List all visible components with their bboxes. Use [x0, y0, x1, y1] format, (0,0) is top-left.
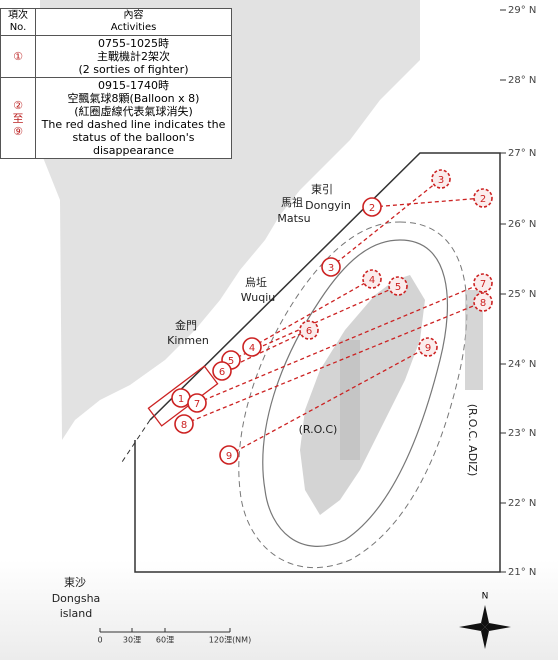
end-marker	[362, 269, 382, 289]
marker-number: 6	[306, 326, 312, 337]
taiwan	[300, 275, 425, 515]
balloon-track	[330, 178, 442, 268]
place-en: Dongsha	[52, 592, 101, 605]
adiz-dashed	[121, 419, 151, 463]
end-marker	[473, 292, 493, 312]
scale-bar	[99, 628, 231, 633]
lat-label: 28° N	[508, 75, 536, 86]
lat-label: 23° N	[508, 428, 536, 439]
marker-number: 6	[219, 367, 225, 378]
scale-label: 30浬	[123, 636, 141, 645]
content-cell: 0755-1025時 主戰機計2架次 (2 sorties of fighter)	[35, 35, 232, 78]
end-marker	[299, 320, 319, 340]
item-text: ②	[13, 98, 23, 112]
balloon-track	[183, 301, 484, 425]
place-en: island	[60, 607, 93, 620]
header-text: No.	[9, 22, 27, 33]
header-text: Activities	[110, 22, 157, 33]
inner-boundary	[262, 239, 448, 547]
lat-label: 29° N	[508, 5, 536, 16]
place-en: Kinmen	[167, 334, 209, 347]
start-marker	[212, 361, 232, 381]
blur	[340, 290, 483, 460]
compass-n: N	[482, 592, 489, 602]
marker-number: 7	[480, 279, 486, 290]
marker-number: 3	[328, 263, 334, 274]
end-marker	[473, 188, 493, 208]
adiz-frame	[134, 152, 501, 573]
start-marker	[219, 445, 239, 465]
balloon-track	[371, 197, 484, 208]
end-marker	[473, 273, 493, 293]
place-zh: 金門	[175, 318, 197, 332]
scale-label: 120浬(NM)	[209, 636, 251, 645]
scale-label: 0	[97, 636, 102, 645]
place-zh: 東引	[311, 182, 333, 196]
content-cell: 0915-1740時 空飄氣球8顆(Balloon x 8) (紅圈虛線代表氣球消失…	[35, 77, 232, 159]
marker-number: 8	[181, 420, 187, 431]
start-marker	[187, 393, 207, 413]
place-zh: 馬祖	[281, 195, 303, 209]
marker-number: 1	[178, 394, 184, 405]
content-text: disappearance	[92, 144, 175, 157]
content-text: (紅圈虛線代表氣球消失)	[74, 105, 193, 118]
header-text: 項次	[8, 10, 28, 21]
marker-number: 4	[369, 275, 375, 286]
header-text: 內容	[123, 10, 144, 21]
place-en: Matsu	[277, 212, 310, 225]
end-marker	[418, 337, 438, 357]
content-text: (2 sorties of fighter)	[78, 63, 189, 76]
end-marker	[431, 169, 451, 189]
adiz-label: (R.O.C. ADIZ)	[466, 404, 479, 477]
balloon-track	[196, 282, 484, 404]
marker-number: 5	[228, 356, 234, 367]
content-text: status of the balloon's	[72, 131, 195, 144]
lat-label: 22° N	[508, 498, 536, 509]
scale-label: 60浬	[156, 636, 174, 645]
item-cell: ①	[0, 35, 36, 78]
item-text: 至	[12, 111, 24, 125]
marker-number: 4	[249, 343, 255, 354]
content-text: 0915-1740時	[98, 79, 169, 92]
marker-number: 9	[226, 451, 232, 462]
start-marker	[321, 257, 341, 277]
content-text: 0755-1025時	[98, 37, 169, 50]
marker-number: 2	[369, 203, 375, 214]
marker-number: 5	[395, 282, 401, 293]
start-marker	[174, 414, 194, 434]
content-text: 空飄氣球8顆(Balloon x 8)	[67, 92, 200, 105]
compass	[459, 605, 511, 649]
place-zh: 烏坵	[245, 275, 267, 289]
place-zh: 東沙	[64, 576, 86, 589]
balloon-track	[251, 278, 373, 348]
marker-number: 9	[425, 343, 431, 354]
legend-table: 項次 No. 內容 Activities ① 0755-1025時 主戰機計2架次 (2…	[0, 8, 232, 159]
header-no: 項次 No.	[0, 8, 36, 36]
lat-label: 21° N	[508, 567, 536, 578]
lat-label: 27° N	[508, 148, 536, 159]
lat-label: 25° N	[508, 289, 536, 300]
start-marker	[242, 337, 262, 357]
marker-number: 7	[194, 399, 200, 410]
roc-label: (R.O.C)	[299, 423, 338, 436]
start-marker	[362, 197, 382, 217]
balloon-track	[228, 346, 429, 456]
header-content: 內容 Activities	[35, 8, 232, 36]
place-en: Dongyin	[305, 199, 351, 212]
marker-number: 3	[438, 175, 444, 186]
marker-number: 2	[480, 194, 486, 205]
end-marker	[388, 276, 408, 296]
place-en: Wuqiu	[241, 291, 275, 304]
lat-label: 26° N	[508, 219, 536, 230]
content-text: 主戰機計2架次	[97, 50, 170, 63]
content-text: The red dashed line indicates the	[41, 118, 226, 131]
marker-number: 8	[480, 298, 486, 309]
item-text: ①	[13, 50, 23, 63]
item-text: ⑨	[13, 124, 23, 138]
lat-label: 24° N	[508, 359, 536, 370]
